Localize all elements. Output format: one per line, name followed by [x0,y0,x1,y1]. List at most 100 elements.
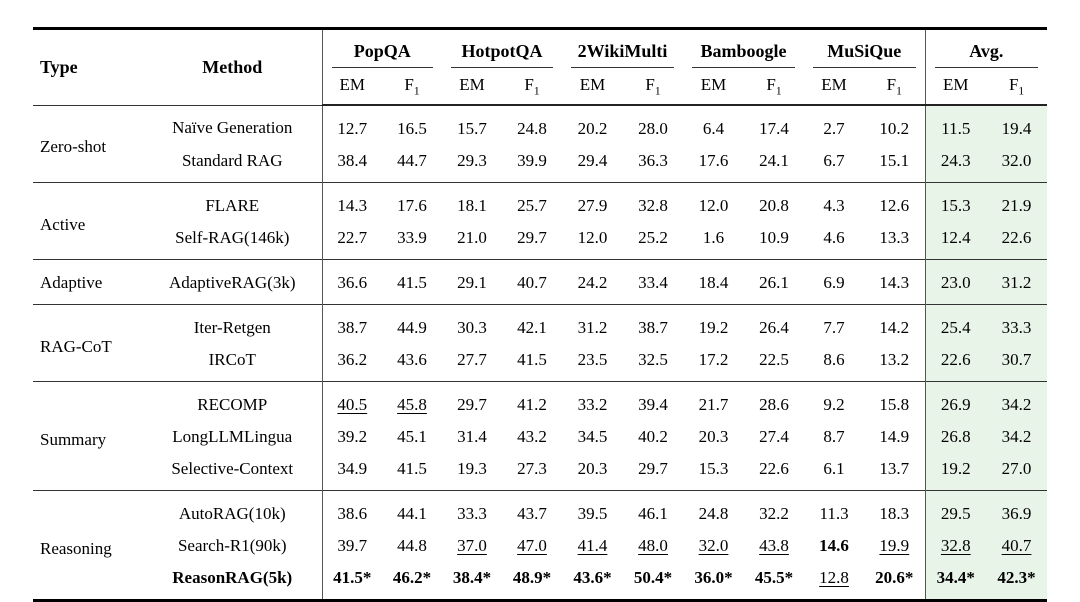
metric-cell: 15.3 [924,182,987,221]
metric-cell: 13.3 [879,227,910,247]
metric-cell: 14.3 [864,259,926,305]
method-cell: FLARE [143,182,323,221]
f1-header: F1 [623,68,684,106]
metric-cell: 36.6 [322,259,382,305]
metric-cell: 24.3 [924,144,987,183]
metric-cell: 6.9 [804,259,865,305]
metric-cell: 14.6 [819,535,849,555]
dataset-name: Avg. [934,40,1039,68]
metric-cell: 39.2 [337,426,368,446]
metric-cell: 39.9 [517,150,547,170]
metric-cell: 44.8 [397,535,427,555]
metric-cell: 36.3 [638,150,668,170]
metric-cell: 39.4 [623,381,684,420]
metric-cell: 45.1 [397,426,427,446]
metric-cell: 44.7 [397,150,427,170]
metric-cell: 2.7 [804,104,865,144]
metric-cell: 24.8 [502,104,563,144]
metric-cell: 12.4 [924,221,987,260]
f1-header: F1 [986,68,1048,106]
metric-cell: 33.4 [623,259,684,305]
metric-cell: 15.7 [442,104,503,144]
metric-cell: 30.7 [986,343,1048,382]
f1-header: F1 [744,68,805,106]
metric-cell: 17.2 [698,349,729,369]
table-row: Summary RECOMP 40.5 45.8 29.7 41.2 33.2 39.4 21.… [33,381,1048,491]
metric-cell: 31.2 [986,259,1048,305]
metric-cell: 10.9 [759,227,789,247]
dataset-name: PopQA [331,40,434,68]
metric-cell: 39.5 [562,490,624,529]
dataset-name: MuSiQue [813,40,916,68]
column-group-label: MuSiQue [804,29,925,68]
results-table: Type Method PopQA HotpotQA 2WikiMulti Bambo… [33,27,1048,602]
column-group-label: PopQA [322,29,442,68]
metric-cell: 36.9 [986,490,1048,529]
metric-cell: 18.1 [442,182,503,221]
metric-cell: 8.6 [823,349,845,369]
metric-cell: 38.6 [322,490,382,529]
metric-cell: 23.5 [577,349,608,369]
metric-cell: 32.0 [986,144,1048,183]
metric-cell: 20.3 [698,426,729,446]
method-cell: LongLLMLingua [143,420,323,452]
metric-cell: 29.4 [577,150,608,170]
em-header: EM [683,68,745,106]
metric-cell: 11.5 [924,104,987,144]
metric-cell: 27.4 [759,426,789,446]
metric-cell: 20.8 [744,182,805,221]
metric-cell: 22.7 [337,227,368,247]
metric-cell: 32.8 [924,529,987,561]
type-cell: Reasoning [33,490,143,601]
method-cell: Selective-Context [143,452,323,491]
em-header: EM [322,68,382,106]
metric-cell: 27.7 [457,349,487,369]
metric-cell: 25.7 [502,182,563,221]
metric-cell: 22.5 [759,349,789,369]
em-header: EM [442,68,503,106]
metric-cell: 27.0 [986,452,1048,491]
method-cell: Search-R1(90k) [143,529,323,561]
metric-cell: 29.5 [924,490,987,529]
metric-cell: 10.2 [864,104,926,144]
metric-cell: 33.2 [562,381,624,420]
metric-cell: 22.6 [986,221,1048,260]
metric-cell: 44.1 [382,490,443,529]
metric-cell: 43.2 [517,426,547,446]
table-row: Self-RAG(146k) 22.7 33.9 21.0 29.7 12.0 25.2 1.… [33,221,1048,260]
metric-cell: 41.2 [502,381,563,420]
metric-cell: 30.3 [442,304,503,343]
metric-cell: 27.3 [517,458,547,478]
table-row: Search-R1(90k) 39.7 44.8 37.0 47.0 41.4 48.0 32… [33,529,1048,561]
metric-cell: 41.5 [517,349,547,369]
metric-cell: 41.4 [577,535,608,555]
dataset-name: HotpotQA [451,40,554,68]
metric-cell: 18.3 [864,490,926,529]
column-group-label: HotpotQA [442,29,562,68]
metric-cell: 12.0 [683,182,745,221]
method-cell: Naïve Generation [143,104,323,144]
metric-cell: 40.2 [638,426,668,446]
f1-header: F1 [382,68,443,106]
table-row: Standard RAG 38.4 44.7 29.3 39.9 29.4 36.3 17.6… [33,144,1048,183]
dataset-name: 2WikiMulti [571,40,675,68]
metric-cell: 31.4 [457,426,487,446]
type-cell: Adaptive [33,259,143,305]
metric-cell: 18.4 [683,259,745,305]
metric-cell: 21.7 [683,381,745,420]
metric-cell: 24.2 [562,259,624,305]
metric-cell: 19.2 [924,452,987,491]
metric-cell: 41.5 [397,458,427,478]
type-cell: Summary [33,381,143,491]
type-cell: Active [33,182,143,260]
table-row: Selective-Context 34.9 41.5 19.3 27.3 20.3 29.… [33,452,1048,491]
metric-cell: 31.2 [562,304,624,343]
metric-cell: 45.8 [382,381,443,420]
metric-cell: 8.7 [823,426,845,446]
em-header: EM [562,68,624,106]
metric-cell: 12.0 [577,227,608,247]
type-cell: Zero-shot [33,104,143,183]
metric-cell: 29.3 [457,150,487,170]
method-cell: Standard RAG [143,144,323,183]
metric-cell: 29.1 [442,259,503,305]
